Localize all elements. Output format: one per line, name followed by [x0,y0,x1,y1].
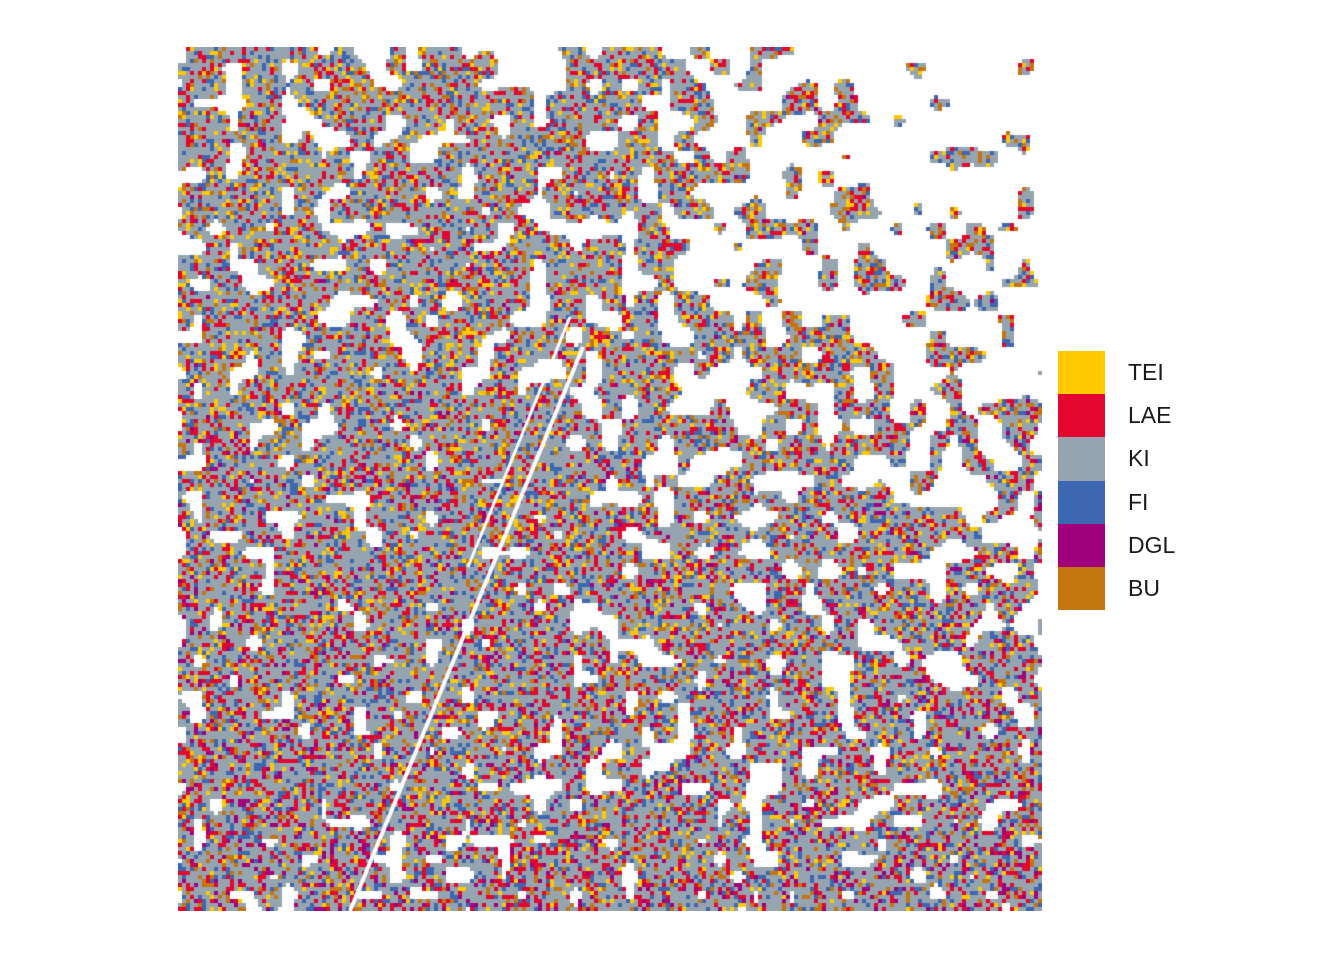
legend-label-ki: KI [1128,445,1150,472]
legend-swatch-tei [1058,351,1105,395]
legend-label-dgl: DGL [1128,531,1176,558]
legend-label-bu: BU [1128,574,1160,601]
legend-item-tei: TEI [1058,351,1258,395]
legend-swatch-ki [1058,437,1105,481]
land-cover-raster [178,47,1042,911]
legend-label-fi: FI [1128,488,1149,515]
legend-item-ki: KI [1058,437,1258,481]
classification-map [178,47,1042,911]
legend-label-tei: TEI [1128,359,1164,385]
map-legend: TEI LAE KI FI DGL BU [1058,351,1258,611]
legend-swatch-fi [1058,480,1105,524]
legend-swatch-bu [1058,566,1105,611]
legend-item-bu: BU [1058,566,1258,611]
legend-item-fi: FI [1058,480,1258,524]
legend-swatch-dgl [1058,523,1105,567]
legend-item-lae: LAE [1058,394,1258,438]
legend-swatch-lae [1058,394,1105,438]
legend-label-lae: LAE [1128,402,1172,429]
legend-item-dgl: DGL [1058,523,1258,567]
